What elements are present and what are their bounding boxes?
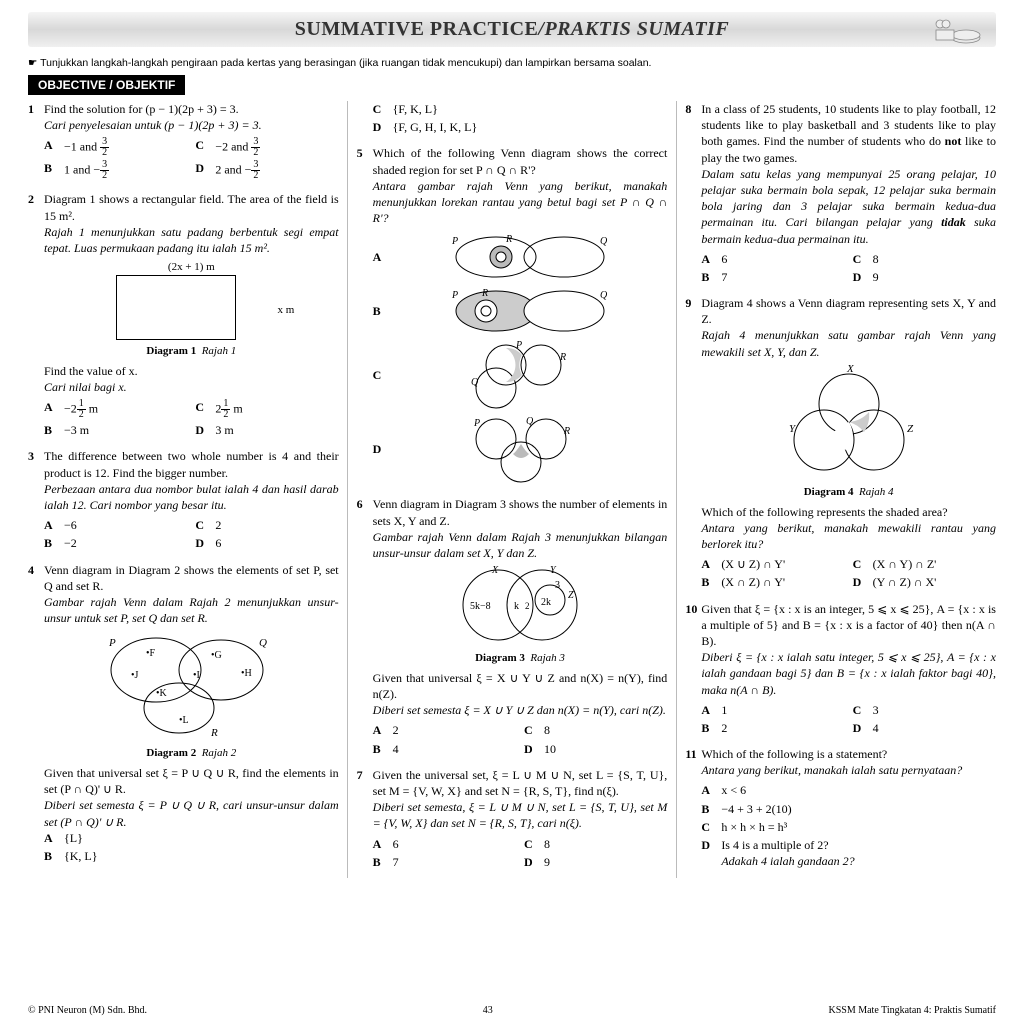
q-text-my: Cari penyelesaian untuk (p − 1)(2p + 3) … — [44, 118, 262, 132]
svg-text:P: P — [515, 340, 522, 351]
svg-text:P: P — [473, 418, 480, 429]
svg-text:•F: •F — [146, 648, 156, 659]
question-8: 8 In a class of 25 students, 10 students… — [685, 101, 996, 285]
svg-text:•L: •L — [179, 715, 189, 726]
q-number: 2 — [28, 191, 44, 207]
question-9: 9 Diagram 4 shows a Venn diagram represe… — [685, 295, 996, 591]
question-3: 3 The difference between two whole numbe… — [28, 448, 339, 551]
svg-text:Q: Q — [259, 637, 267, 649]
svg-text:•K: •K — [156, 688, 168, 699]
footer-title: KSSM Mate Tingkatan 4: Praktis Sumatif — [828, 1005, 996, 1016]
svg-text:P: P — [108, 637, 116, 649]
page-footer: © PNI Neuron (M) Sdn. Bhd. 43 KSSM Mate … — [28, 1005, 996, 1016]
page-number: 43 — [483, 1005, 493, 1016]
svg-text:Q: Q — [600, 236, 608, 247]
venn-b: P R Q — [446, 286, 616, 336]
diagram-3: X Y Z 5k−8 k 2 2k 3 — [430, 563, 610, 648]
svg-text:•G: •G — [211, 650, 222, 661]
svg-text:3: 3 — [555, 580, 560, 591]
svg-text:Q: Q — [600, 290, 608, 301]
question-1: 1 Find the solution for (p − 1)(2p + 3) … — [28, 101, 339, 181]
question-2: 2 Diagram 1 shows a rectangular field. T… — [28, 191, 339, 438]
question-4: 4 Venn diagram in Diagram 2 shows the el… — [28, 562, 339, 865]
footer-copyright: © PNI Neuron (M) Sdn. Bhd. — [28, 1005, 147, 1016]
header-my: /PRAKTIS SUMATIF — [538, 18, 729, 40]
svg-text:•I: •I — [193, 670, 200, 681]
question-11: 11 Which of the following is a statement… — [685, 746, 996, 869]
svg-text:P: P — [451, 290, 458, 301]
q-text-my: Rajah 1 menunjukkan satu padang berbentu… — [44, 225, 339, 255]
q-number: 1 — [28, 101, 44, 117]
svg-text:Q: Q — [471, 377, 479, 388]
question-5: 5 Which of the following Venn diagram sh… — [357, 145, 668, 486]
svg-text:X: X — [846, 363, 855, 375]
header-en: SUMMATIVE PRACTICE — [295, 18, 539, 40]
svg-text:2k: 2k — [541, 597, 551, 608]
svg-text:X: X — [491, 565, 499, 576]
q-text: Diagram 1 shows a rectangular field. The… — [44, 192, 339, 222]
svg-text:Q: Q — [526, 416, 534, 427]
svg-text:R: R — [559, 352, 566, 363]
money-icon — [926, 16, 986, 46]
svg-text:R: R — [563, 426, 570, 437]
section-label: OBJECTIVE / OBJEKTIF — [28, 75, 185, 95]
svg-text:5k−8: 5k−8 — [470, 601, 491, 612]
svg-text:2: 2 — [525, 601, 530, 611]
venn-d: P Q R — [446, 414, 616, 484]
question-4-cont: C{F, K, L} D{F, G, H, I, K, L} — [357, 101, 668, 135]
venn-c: P R Q — [446, 340, 616, 410]
q-text: Find the solution for (p − 1)(2p + 3) = … — [44, 102, 239, 116]
question-6: 6 Venn diagram in Diagram 3 shows the nu… — [357, 496, 668, 757]
venn-a: P R Q — [446, 232, 616, 282]
svg-text:R: R — [210, 727, 218, 739]
diagram-2: P Q R •F •G •J •H •I •K •L — [101, 628, 281, 743]
svg-text:Z: Z — [568, 590, 574, 601]
svg-text:•J: •J — [131, 670, 139, 681]
svg-text:R: R — [505, 234, 512, 245]
question-10: 10 Given that ξ = {x : x is an integer, … — [685, 601, 996, 737]
svg-text:•H: •H — [241, 668, 252, 679]
page-header: SUMMATIVE PRACTICE/PRAKTIS SUMATIF — [28, 12, 996, 47]
svg-text:P: P — [451, 236, 458, 247]
svg-text:R: R — [481, 288, 488, 299]
diagram-1: (2x + 1) m x m — [116, 260, 266, 340]
svg-text:Y: Y — [550, 565, 557, 576]
question-7: 7 Given the universal set, ξ = L ∪ M ∪ N… — [357, 767, 668, 870]
instruction-text: ☛ Tunjukkan langkah-langkah pengiraan pa… — [28, 57, 996, 69]
svg-text:k: k — [514, 601, 519, 612]
svg-text:Z: Z — [907, 423, 914, 435]
question-columns: 1 Find the solution for (p − 1)(2p + 3) … — [28, 101, 996, 878]
diagram-4: X Y Z — [759, 362, 939, 482]
